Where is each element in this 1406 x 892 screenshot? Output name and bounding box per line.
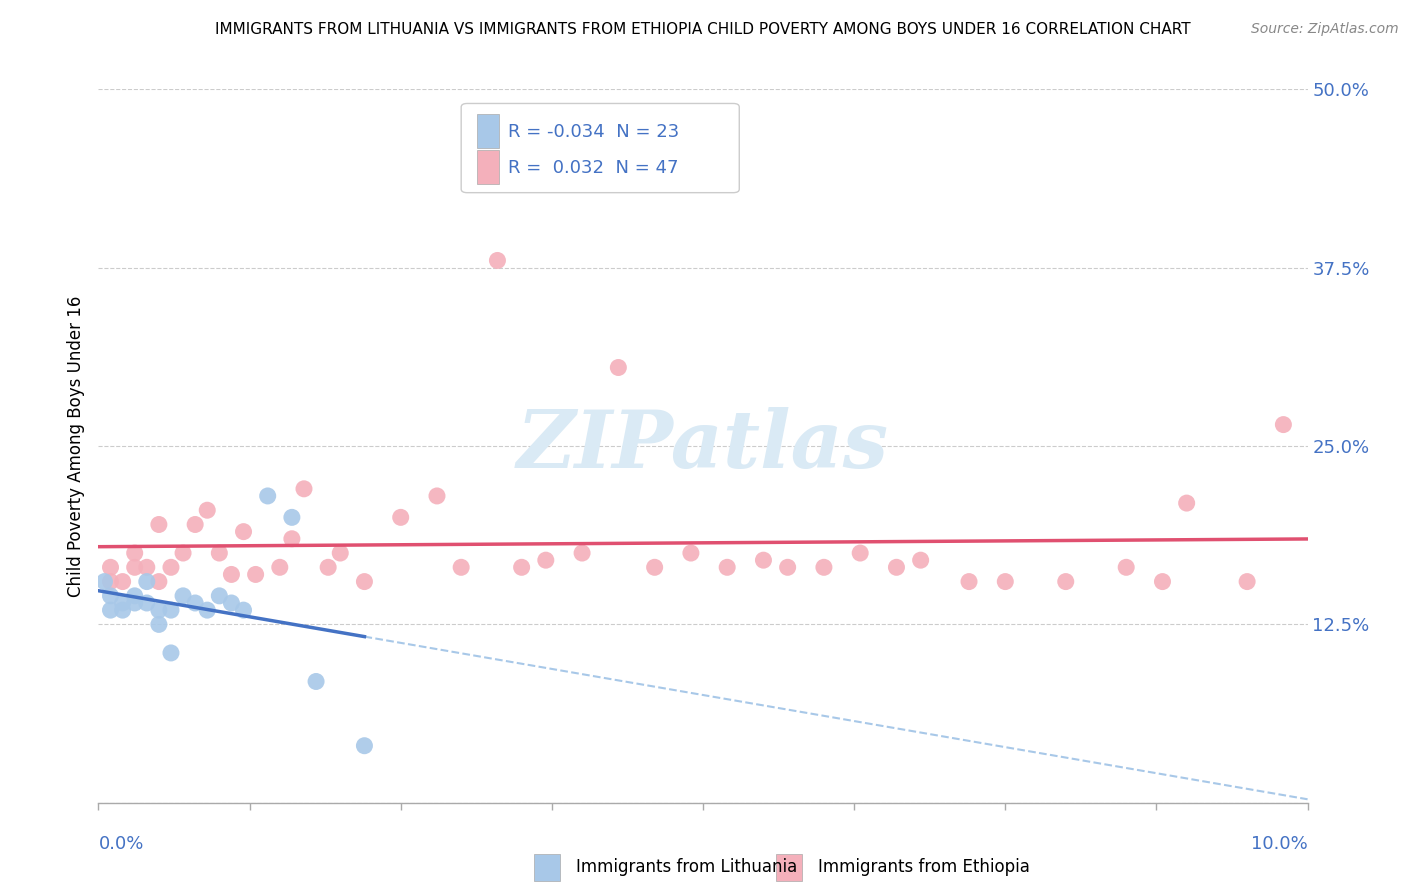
Point (184, 596, 207, 610)
Point (679, 546, 702, 560)
Point (111, 596, 134, 610)
Point (135, 560, 157, 574)
Point (644, 560, 666, 574)
Point (208, 589, 231, 603)
Point (93, 574, 115, 589)
FancyBboxPatch shape (461, 103, 740, 193)
Point (124, 560, 146, 574)
Point (232, 524, 254, 539)
Point (100, 589, 122, 603)
Text: 0.0%: 0.0% (98, 835, 143, 853)
Point (160, 646, 183, 660)
Point (813, 560, 835, 574)
Point (221, 596, 243, 610)
Bar (477, 150, 499, 184)
Point (111, 574, 134, 589)
Point (135, 596, 157, 610)
Point (571, 546, 593, 560)
Point (184, 517, 207, 532)
Point (886, 560, 908, 574)
Point (716, 560, 738, 574)
Bar (534, 855, 561, 881)
Point (292, 482, 315, 496)
Text: Immigrants from Ethiopia: Immigrants from Ethiopia (818, 858, 1029, 876)
Point (849, 546, 872, 560)
Point (148, 617, 170, 632)
Text: R =  0.032  N = 47: R = 0.032 N = 47 (509, 159, 679, 177)
Point (353, 574, 375, 589)
Text: Immigrants from Lithuania: Immigrants from Lithuania (576, 858, 797, 876)
Point (100, 560, 122, 574)
Point (389, 510, 412, 524)
Point (111, 603, 134, 617)
Point (607, 360, 630, 375)
Point (135, 574, 157, 589)
Point (160, 560, 183, 574)
Point (1236, 574, 1258, 589)
Point (160, 603, 183, 617)
Point (1175, 496, 1198, 510)
Text: ZIPatlas: ZIPatlas (517, 408, 889, 484)
Point (426, 489, 449, 503)
Text: IMMIGRANTS FROM LITHUANIA VS IMMIGRANTS FROM ETHIOPIA CHILD POVERTY AMONG BOYS U: IMMIGRANTS FROM LITHUANIA VS IMMIGRANTS … (215, 22, 1191, 37)
Point (316, 560, 339, 574)
Text: 10.0%: 10.0% (1251, 835, 1308, 853)
Point (752, 553, 775, 567)
Point (124, 596, 146, 610)
Point (1054, 574, 1077, 589)
Point (124, 546, 146, 560)
Text: Source: ZipAtlas.com: Source: ZipAtlas.com (1251, 22, 1399, 37)
Point (195, 603, 218, 617)
Point (208, 546, 231, 560)
Point (353, 739, 375, 753)
Point (172, 589, 194, 603)
Point (195, 503, 218, 517)
Point (269, 560, 291, 574)
Point (329, 546, 352, 560)
Point (994, 574, 1017, 589)
Point (232, 603, 254, 617)
Bar (477, 114, 499, 148)
Point (1272, 417, 1295, 432)
Point (148, 517, 170, 532)
Point (124, 589, 146, 603)
Point (305, 674, 328, 689)
Point (957, 574, 980, 589)
Point (245, 567, 267, 582)
Point (172, 546, 194, 560)
Point (281, 510, 304, 524)
Bar (776, 855, 803, 881)
Point (148, 574, 170, 589)
Point (148, 603, 170, 617)
Point (1152, 574, 1174, 589)
Point (221, 567, 243, 582)
Point (450, 560, 472, 574)
Point (910, 553, 932, 567)
Point (510, 560, 533, 574)
Point (534, 553, 557, 567)
Point (256, 489, 278, 503)
Point (100, 603, 122, 617)
Point (776, 560, 799, 574)
Y-axis label: Child Poverty Among Boys Under 16: Child Poverty Among Boys Under 16 (66, 295, 84, 597)
Point (281, 532, 304, 546)
Point (100, 574, 122, 589)
Point (486, 253, 509, 268)
Point (1115, 560, 1137, 574)
Text: R = -0.034  N = 23: R = -0.034 N = 23 (509, 123, 679, 141)
